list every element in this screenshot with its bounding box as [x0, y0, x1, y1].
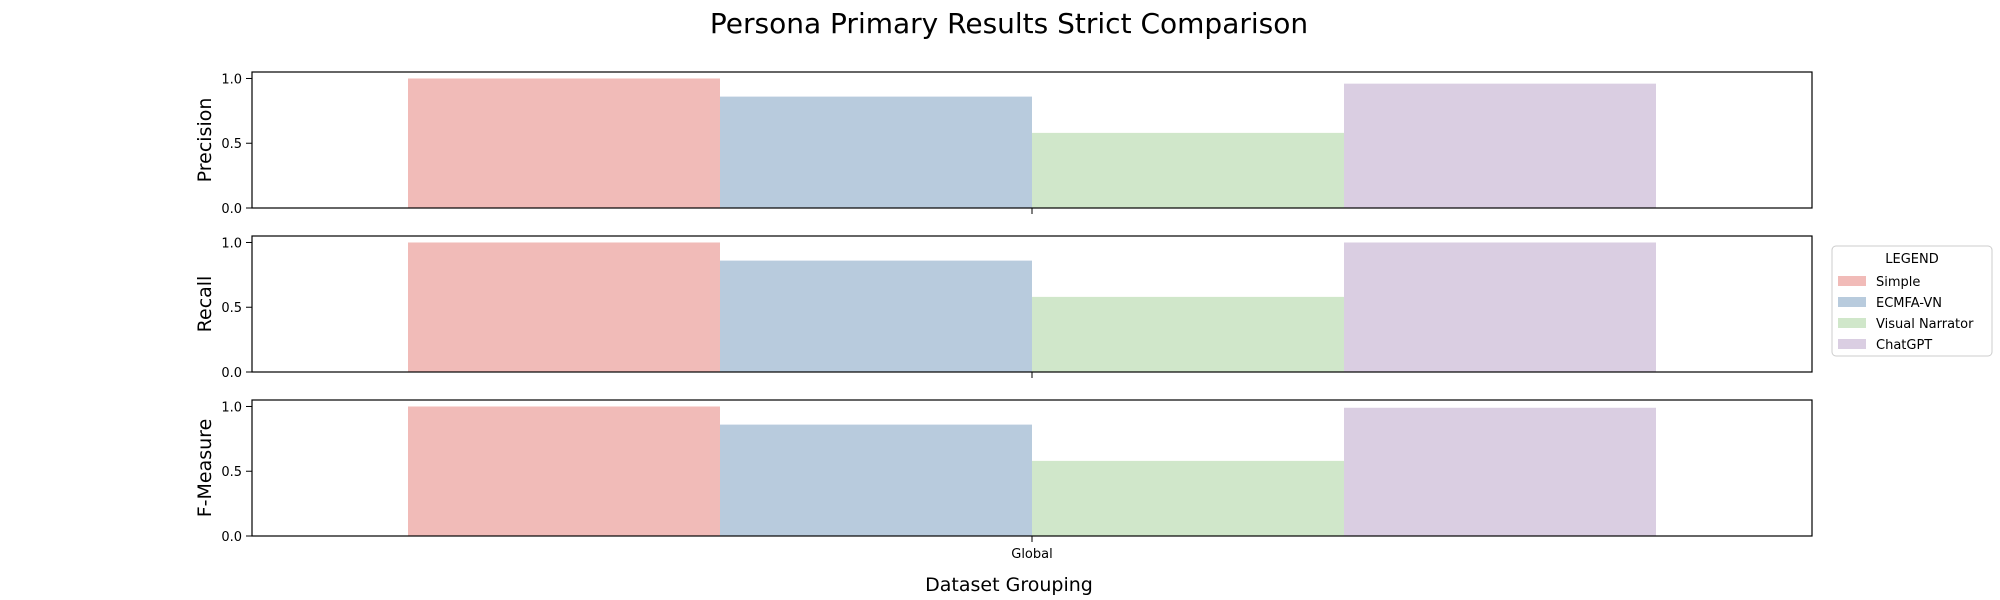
bar-f-measure-visual-narrator — [1032, 460, 1344, 536]
legend-label-visual-narrator: Visual Narrator — [1876, 317, 1974, 332]
bar-recall-chatgpt — [1344, 242, 1656, 372]
y-axis-label-precision: Precision — [194, 98, 216, 183]
y-tick-label: 1.0 — [221, 72, 242, 87]
bar-precision-visual-narrator — [1032, 132, 1344, 208]
panel-f-measure: 0.0 0.5 1.0 Global F-Measure — [194, 399, 1813, 562]
bar-recall-visual-narrator — [1032, 296, 1344, 372]
panel-precision: 0.0 0.5 1.0 Precision — [194, 71, 1813, 217]
y-tick-label: 1.0 — [221, 236, 242, 251]
panel-recall: 0.0 0.5 1.0 Recall — [194, 235, 1813, 381]
legend-frame — [1831, 245, 1993, 357]
y-axis-label-recall: Recall — [194, 276, 216, 333]
y-tick-label: 0.0 — [221, 202, 242, 217]
bar-precision-ecmfa-vn — [720, 96, 1032, 208]
legend-swatch-simple — [1838, 276, 1866, 286]
y-tick-label: 0.5 — [221, 465, 242, 480]
legend-label-simple: Simple — [1876, 275, 1920, 290]
bar-recall-simple — [408, 242, 720, 372]
x-axis-label: Dataset Grouping — [925, 574, 1093, 596]
panels-layer: 0.0 0.5 1.0 Precision 0.0 0.5 1.0 Recall 0.0 0.5 1… — [194, 71, 1813, 562]
legend-label-chatgpt: ChatGPT — [1876, 338, 1932, 353]
legend-title: LEGEND — [1885, 252, 1938, 267]
bar-precision-simple — [408, 78, 720, 208]
legend-label-ecmfa-vn: ECMFA-VN — [1876, 296, 1942, 311]
legend-swatch-ecmfa-vn — [1838, 297, 1866, 307]
y-tick-label: 0.0 — [221, 530, 242, 545]
chart-title: Persona Primary Results Strict Compariso… — [710, 7, 1308, 40]
y-tick-label: 0.5 — [221, 137, 242, 152]
bar-f-measure-ecmfa-vn — [720, 424, 1032, 536]
bar-f-measure-chatgpt — [1344, 407, 1656, 536]
y-tick-label: 1.0 — [221, 400, 242, 415]
legend: LEGEND Simple ECMFA-VN Visual Narrator ChatG… — [1831, 245, 1993, 357]
legend-swatch-chatgpt — [1838, 339, 1866, 349]
bar-precision-chatgpt — [1344, 83, 1656, 208]
x-tick-label: Global — [1011, 547, 1052, 562]
y-tick-label: 0.0 — [221, 366, 242, 381]
y-axis-label-f-measure: F-Measure — [194, 419, 216, 518]
bar-recall-ecmfa-vn — [720, 260, 1032, 372]
bar-f-measure-simple — [408, 406, 720, 536]
legend-swatch-visual-narrator — [1838, 318, 1866, 328]
y-tick-label: 0.5 — [221, 301, 242, 316]
